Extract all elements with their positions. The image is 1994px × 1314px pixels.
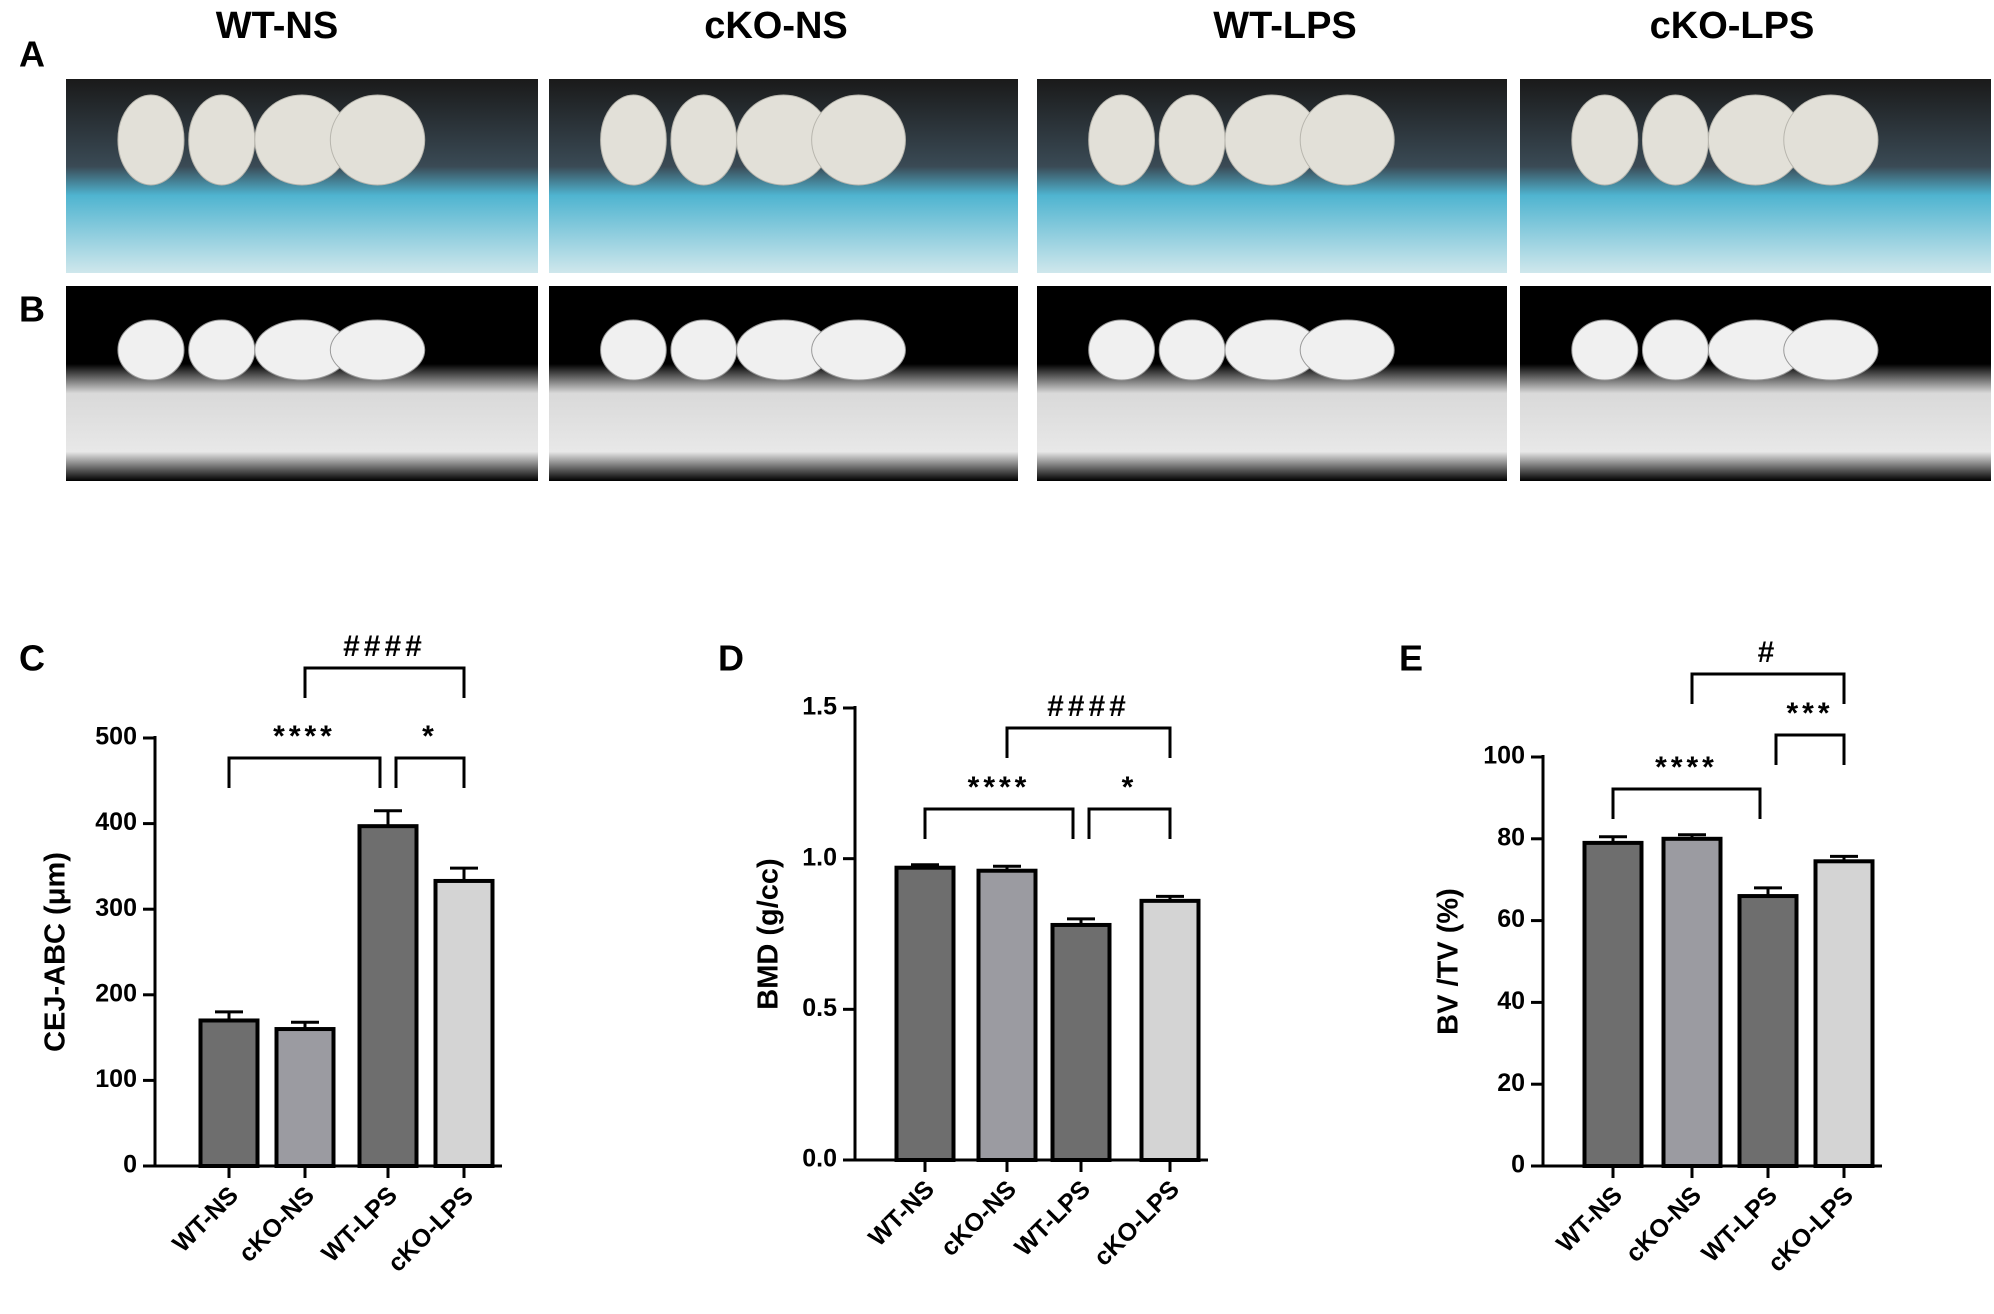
bar-chart: 0.0 0.5 1.0 1.5 BMD (g/cc) WT-NScKO-NSWT-LPSc… bbox=[753, 690, 1208, 1272]
significance-bracket bbox=[1611, 787, 1762, 819]
tooth bbox=[670, 319, 738, 381]
y-tick-label: 40 bbox=[1497, 987, 1525, 1015]
y-axis-label: BMD (g/cc) bbox=[753, 858, 785, 1009]
significance-bracket bbox=[303, 666, 466, 698]
tooth bbox=[600, 319, 667, 381]
y-tick-label: 80 bbox=[1497, 823, 1525, 851]
y-tick-label: 500 bbox=[95, 723, 137, 751]
y-tick-label: 0.5 bbox=[802, 994, 837, 1022]
y-tick-label: 60 bbox=[1497, 905, 1525, 933]
significance-label: #### bbox=[1047, 690, 1130, 723]
x-tick-label: WT-NS bbox=[1551, 1181, 1628, 1258]
micro-ct bbox=[1037, 286, 1507, 481]
bar bbox=[1813, 859, 1875, 1168]
significance-bracket bbox=[394, 756, 466, 788]
tooth bbox=[811, 94, 906, 186]
tooth bbox=[1571, 94, 1639, 186]
bar bbox=[274, 1027, 336, 1169]
y-tick-label: 0 bbox=[1511, 1151, 1525, 1179]
tooth bbox=[1158, 94, 1226, 186]
tooth bbox=[811, 319, 906, 381]
significance-bracket bbox=[227, 756, 382, 788]
significance-bracket bbox=[923, 807, 1075, 839]
panel-label: A bbox=[19, 34, 45, 75]
bar bbox=[1582, 840, 1644, 1168]
tooth bbox=[117, 94, 185, 186]
bar bbox=[1139, 898, 1201, 1162]
x-tick-label: cKO-LPS bbox=[1088, 1175, 1184, 1271]
significance-bracket bbox=[1087, 807, 1172, 839]
tooth bbox=[1088, 94, 1155, 186]
y-tick-label: 0.0 bbox=[802, 1145, 837, 1173]
column-header: WT-LPS bbox=[1213, 5, 1357, 47]
bar bbox=[894, 865, 956, 1162]
panel-label: B bbox=[19, 289, 45, 330]
y-tick-label: 1.0 bbox=[802, 843, 837, 871]
x-tick-label: cKO-NS bbox=[935, 1175, 1022, 1262]
column-header: WT-NS bbox=[216, 5, 338, 47]
x-tick-label: WT-NS bbox=[167, 1181, 244, 1258]
tooth bbox=[1299, 319, 1395, 381]
bar bbox=[976, 868, 1038, 1162]
micro-ct bbox=[66, 286, 538, 481]
significance-label: # bbox=[1758, 636, 1779, 669]
significance-label: **** bbox=[968, 771, 1031, 804]
tooth bbox=[1783, 94, 1879, 186]
bar bbox=[357, 824, 419, 1169]
tooth bbox=[670, 94, 738, 186]
y-tick-label: 200 bbox=[95, 979, 137, 1007]
bar bbox=[1050, 922, 1112, 1163]
column-header: cKO-LPS bbox=[1650, 5, 1815, 47]
x-tick-label: WT-LPS bbox=[1009, 1175, 1096, 1262]
significance-label: **** bbox=[273, 720, 336, 753]
tooth bbox=[188, 94, 256, 186]
tooth bbox=[1641, 94, 1709, 186]
y-axis-label: CEJ-ABC (μm) bbox=[40, 852, 72, 1052]
column-header: cKO-NS bbox=[704, 5, 848, 47]
tooth bbox=[1641, 319, 1709, 381]
bar bbox=[198, 1018, 260, 1168]
tooth bbox=[329, 319, 426, 381]
micro-ct bbox=[1520, 286, 1991, 481]
x-tick-label: WT-NS bbox=[863, 1175, 940, 1252]
bar bbox=[433, 878, 495, 1169]
tooth bbox=[1571, 319, 1639, 381]
panel-label: D bbox=[718, 638, 744, 679]
panel-label: C bbox=[19, 638, 45, 679]
bar bbox=[1661, 836, 1723, 1168]
tooth bbox=[1088, 319, 1155, 381]
significance-bracket bbox=[1005, 726, 1172, 758]
y-tick-label: 100 bbox=[95, 1065, 137, 1093]
bar bbox=[1737, 894, 1799, 1168]
tooth bbox=[188, 319, 256, 381]
y-tick-label: 0 bbox=[123, 1151, 137, 1179]
y-tick-label: 300 bbox=[95, 894, 137, 922]
micro-ct bbox=[549, 286, 1018, 481]
y-tick-label: 400 bbox=[95, 808, 137, 836]
significance-label: * bbox=[422, 720, 438, 753]
significance-label: *** bbox=[1786, 697, 1833, 730]
x-tick-label: cKO-NS bbox=[233, 1181, 320, 1268]
y-tick-label: 20 bbox=[1497, 1069, 1525, 1097]
y-tick-label: 1.5 bbox=[802, 693, 837, 721]
tooth bbox=[329, 94, 426, 186]
panel-label: E bbox=[1399, 638, 1423, 679]
significance-label: **** bbox=[1655, 751, 1718, 784]
significance-label: * bbox=[1122, 771, 1138, 804]
y-tick-label: 100 bbox=[1483, 742, 1525, 770]
tooth bbox=[117, 319, 185, 381]
x-tick-label: cKO-NS bbox=[1620, 1181, 1707, 1268]
tooth bbox=[1299, 94, 1395, 186]
significance-bracket bbox=[1690, 672, 1846, 704]
tooth bbox=[1783, 319, 1879, 381]
significance-bracket bbox=[1774, 733, 1846, 765]
y-axis-label: BV /TV (%) bbox=[1433, 888, 1465, 1035]
significance-label: #### bbox=[343, 630, 426, 663]
tooth bbox=[600, 94, 667, 186]
tooth bbox=[1158, 319, 1226, 381]
